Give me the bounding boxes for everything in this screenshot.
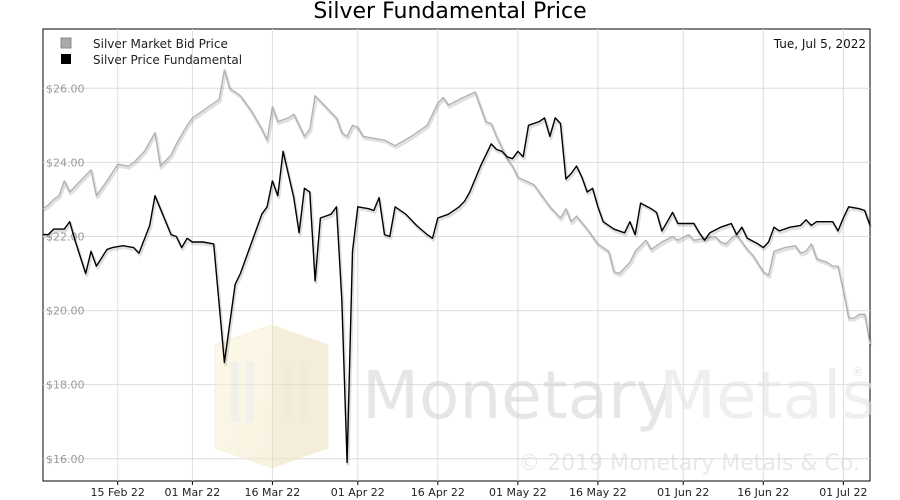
chart-title: Silver Fundamental Price (313, 0, 586, 24)
legend-swatch-bid (60, 37, 72, 49)
watermark-brand-part1: Monetary (362, 357, 674, 434)
x-tick-label: 16 Apr 22 (411, 486, 465, 499)
y-tick-label: $24.00 (46, 156, 85, 169)
x-tick-label: 01 May 22 (489, 486, 547, 499)
x-tick-label: 01 Mar 22 (165, 486, 221, 499)
legend-label-fundamental: Silver Price Fundamental (93, 53, 242, 67)
watermark: Monetary Metals ® © 2019 Monetary Metals… (214, 324, 876, 476)
y-tick-label: $20.00 (46, 305, 85, 318)
x-tick-label: 16 Jun 22 (737, 486, 789, 499)
y-tick-label: $26.00 (46, 82, 85, 95)
series-layer (42, 69, 873, 466)
plot-area (42, 28, 871, 482)
x-tick-label: 16 May 22 (569, 486, 627, 499)
legend-swatch-fundamental (61, 54, 71, 64)
legend-label-bid: Silver Market Bid Price (93, 37, 228, 51)
watermark-brand-part2: Metals (659, 357, 876, 434)
watermark-copyright: © 2019 Monetary Metals & Co. (518, 451, 860, 476)
x-tick-label: 01 Apr 22 (331, 486, 385, 499)
x-tick-label: 01 Jul 22 (819, 486, 867, 499)
x-tick-label: 16 Mar 22 (245, 486, 301, 499)
x-tick-label: 01 Jun 22 (657, 486, 709, 499)
watermark-logo-icon (214, 324, 329, 469)
legend: Silver Market Bid Price Silver Price Fun… (60, 37, 242, 67)
y-tick-label: $16.00 (46, 453, 85, 466)
series-line-fundamental (43, 117, 871, 464)
series-line-market-bid (42, 69, 871, 345)
y-tick-label: $18.00 (46, 379, 85, 392)
date-label: Tue, Jul 5, 2022 (773, 37, 866, 51)
x-tick-label: 15 Feb 22 (90, 486, 144, 499)
watermark-registered: ® (852, 365, 864, 379)
